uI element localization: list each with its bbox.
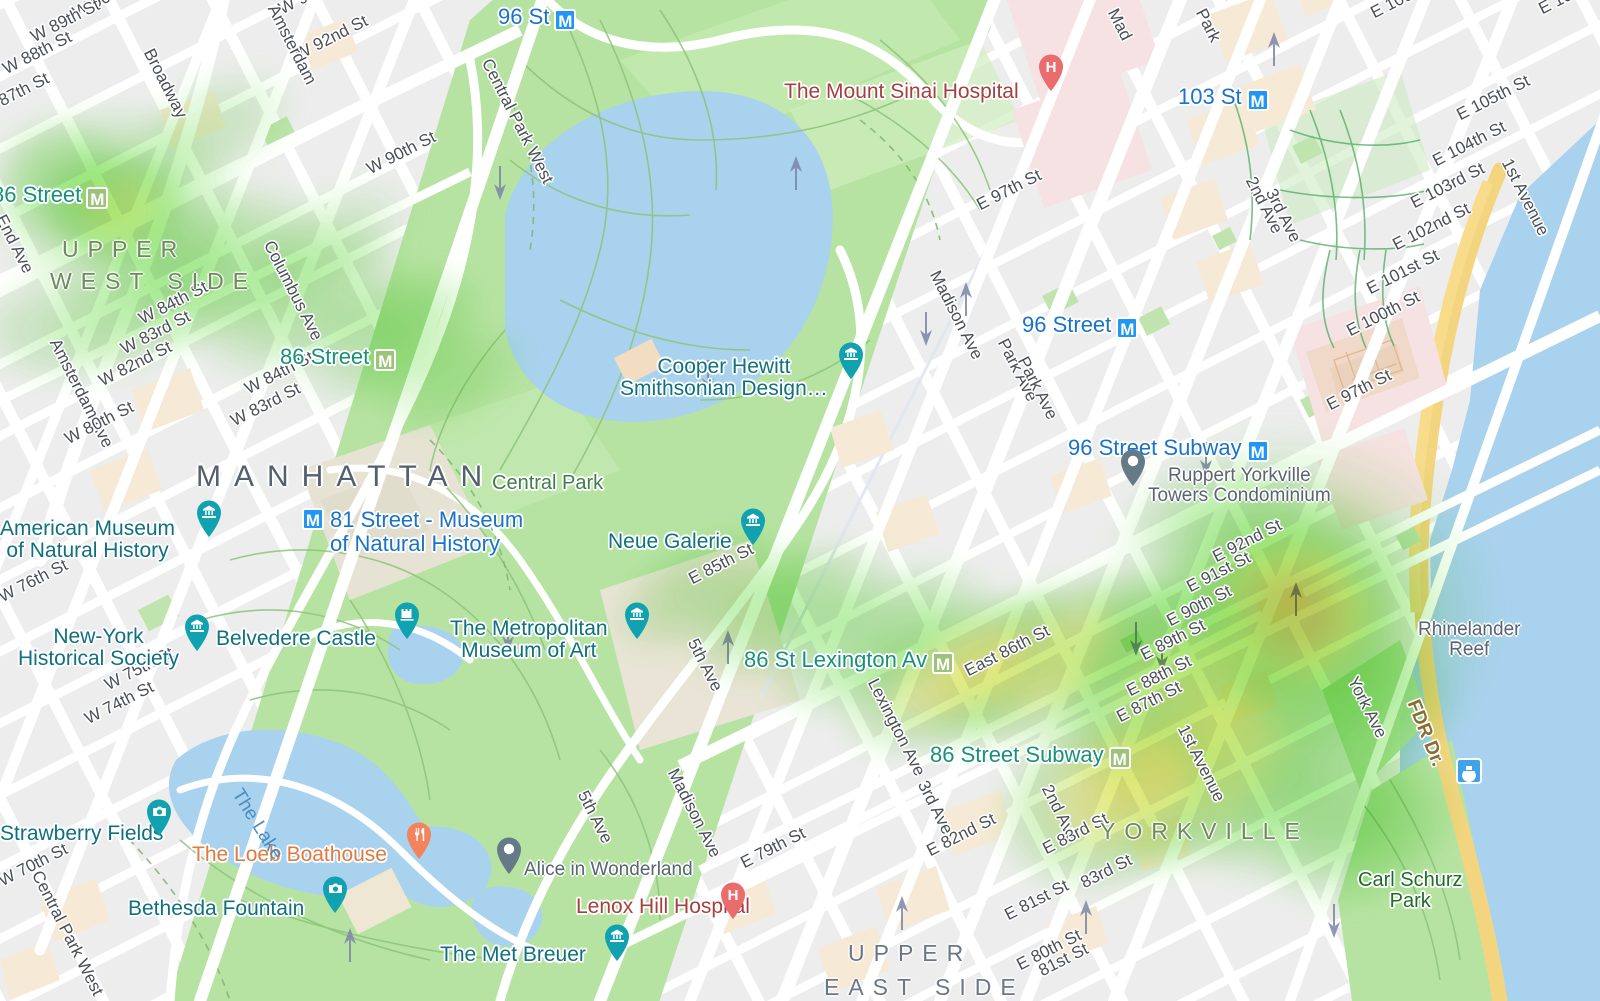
map-pin-the-metropolitan-icon[interactable] [622,600,652,640]
map-pin-ruppert-yorkville-icon[interactable] [1118,447,1148,487]
subway-station-86-street-2[interactable]: 86 Street M [0,182,109,209]
poi-label-text: Carl Schurz Park [1358,869,1463,913]
map-pin-the-met-breuer-icon[interactable] [602,922,632,962]
subway-station-label-text: 96 Street [1022,312,1112,337]
poi-label-alice-in-wonderland[interactable]: Alice in Wonderland [524,859,693,881]
poi-label-text: New-York Historical Society [18,625,180,671]
poi-label-text: Ruppert Yorkville Towers Condominium [1148,465,1331,507]
subway-station-86-street-subway-8[interactable]: 86 Street Subway M [930,742,1131,769]
poi-label-bethesda-fountain[interactable]: Bethesda Fountain [128,897,304,921]
subway-station-label-text: 86 Street [0,182,82,207]
neighborhood-label-upper-west-side-l2: WEST SIDE [50,268,257,295]
poi-label-text: Bethesda Fountain [128,897,305,920]
poi-label-text: Lenox Hill Hospital [576,895,750,918]
subway-m-icon: M [1246,440,1269,462]
poi-label-the-met-breuer[interactable]: The Met Breuer [440,943,586,967]
subway-station-label-text: 96 Street Subway [1068,435,1242,460]
subway-station-86-st-lexington-av-7[interactable]: 86 St Lexington Av M [744,647,955,674]
map-pin-the-mount-sinai-hospital-icon[interactable]: H [1036,52,1066,92]
poi-label-neue-galerie[interactable]: Neue Galerie [608,530,732,554]
neighborhood-label-yorkville: YORKVILLE [1100,818,1309,845]
poi-label-carl-schurz[interactable]: Carl Schurz Park [1358,869,1463,913]
map-pin-the-loeb-boathouse-icon[interactable] [404,820,434,860]
neighborhood-label-upper-east-side-l2: EAST SIDE [824,974,1025,1001]
map-pin-strawberry-fields-icon[interactable] [144,797,174,837]
poi-label-text: Strawberry Fields [0,822,164,845]
subway-station-103-st-1[interactable]: 103 St M [1178,84,1269,111]
subway-m-icon: M [932,652,955,674]
poi-label-rhinelander[interactable]: Rhinelander Reef [1418,619,1521,661]
subway-station-label-text: 96 St [498,4,550,29]
poi-label-text: Neue Galerie [608,530,732,553]
neighborhood-label-text: YORKVILLE [1100,818,1309,844]
subway-m-icon: M [374,349,397,371]
subway-m-icon: M [86,187,109,209]
poi-label-cooper-hewitt[interactable]: Cooper Hewitt Smithsonian Design… [620,355,828,401]
borough-label-manhattan: MANHATTAN [196,460,495,494]
map-pin-lenox-hill-hospital-icon[interactable]: H [718,880,748,920]
subway-station-label-text: 86 St Lexington Av [744,647,928,672]
poi-label-lenox-hill-hospital[interactable]: Lenox Hill Hospital [576,895,750,919]
poi-label-text: The Loeb Boathouse [192,843,387,866]
map-pin-new-york-icon[interactable] [182,612,212,652]
map-pin-alice-in-wonderland-icon[interactable] [494,835,524,875]
borough-label-text: MANHATTAN [196,460,496,493]
poi-label-the-metropolitan[interactable]: The Metropolitan Museum of Art [450,617,608,663]
subway-m-icon: M [1246,89,1269,111]
map-pin-bethesda-fountain-icon[interactable] [320,874,350,914]
poi-label-text: Belvedere Castle [216,627,376,650]
poi-label-ruppert-yorkville[interactable]: Ruppert Yorkville Towers Condominium [1148,465,1331,507]
poi-label-belvedere-castle[interactable]: Belvedere Castle [216,627,376,651]
poi-label-the-loeb-boathouse[interactable]: The Loeb Boathouse [192,843,387,867]
neighborhood-label-text: WEST SIDE [50,268,258,294]
subway-station-81-street-museum-6[interactable]: M 81 Street - Museum of Natural History [302,507,524,557]
neighborhood-label-text: UPPER [62,236,187,262]
subway-m-icon: M [1116,317,1139,339]
svg-text:H: H [728,887,739,904]
subway-station-96-street-4[interactable]: 96 Street M [1022,312,1139,339]
poi-label-new-york[interactable]: New-York Historical Society [18,625,180,671]
neighborhood-label-upper-west-side-l1: UPPER [62,236,186,263]
poi-label-strawberry-fields[interactable]: Strawberry Fields [0,822,163,846]
map-pin-cooper-hewitt-icon[interactable] [836,340,866,380]
neighborhood-label-text: UPPER [848,940,973,966]
poi-label-text: Cooper Hewitt Smithsonian Design… [620,355,828,401]
subway-station-96-street-subway-5[interactable]: 96 Street Subway M [1068,435,1269,462]
subway-station-label-text: 81 Street - Museum of Natural History [330,507,524,557]
neighborhood-label-text: EAST SIDE [824,974,1025,1000]
ferry-terminal-icon[interactable] [1456,758,1486,798]
map-pin-neue-galerie-icon[interactable] [738,506,768,546]
subway-station-86-street-3[interactable]: 86 Street M [280,344,397,371]
poi-label-text: Central Park [492,472,604,494]
subway-m-icon: M [302,508,324,530]
map-pin-belvedere-castle-icon[interactable] [392,600,422,640]
subway-station-label-text: 86 Street Subway [930,742,1104,767]
poi-label-text: The Met Breuer [440,943,586,966]
poi-label-text: The Metropolitan Museum of Art [450,617,608,663]
subway-m-icon: M [554,9,577,31]
poi-label-text: Alice in Wonderland [524,859,693,880]
subway-station-label-text: 103 St [1178,84,1242,109]
subway-station-label-text: 86 Street [280,344,370,369]
subway-station-96-st-0[interactable]: 96 St M [498,4,577,31]
subway-m-icon: M [1108,747,1131,769]
map-pin-american-museum-icon[interactable] [194,498,224,538]
poi-label-text: Rhinelander Reef [1418,619,1521,661]
poi-label-central-park[interactable]: Central Park [492,472,603,495]
neighborhood-label-upper-east-side-l1: UPPER [848,940,972,967]
poi-label-text: The Mount Sinai Hospital [784,80,1019,103]
poi-label-american-museum[interactable]: American Museum of Natural History [0,517,176,563]
poi-label-text: American Museum of Natural History [0,517,176,563]
svg-text:H: H [1046,59,1057,76]
poi-label-the-mount-sinai-hospital[interactable]: The Mount Sinai Hospital [784,80,1019,104]
